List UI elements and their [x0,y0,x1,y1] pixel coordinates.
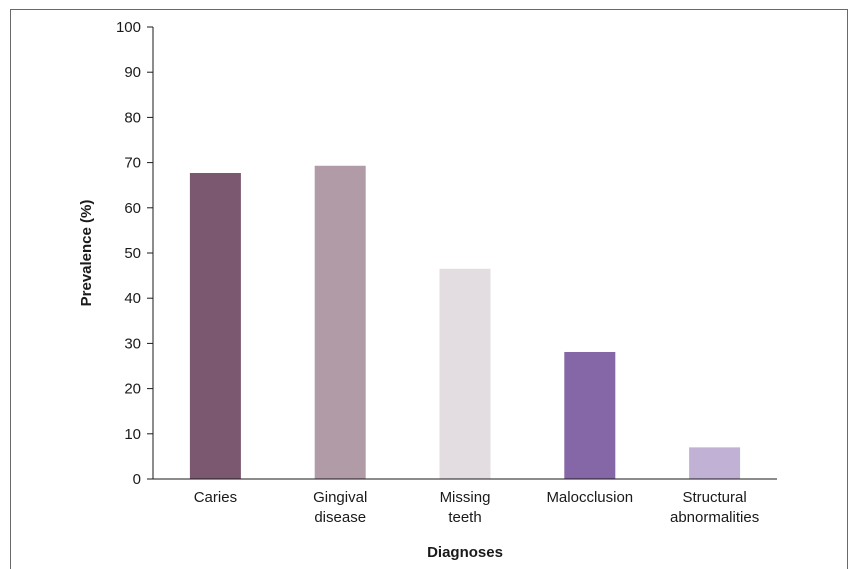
y-axis: 0 10 20 30 40 50 60 70 80 90 100 [116,19,154,488]
bar [314,165,366,479]
bars [189,165,741,479]
x-tick-label: Gingival disease [313,489,367,526]
bar [564,351,616,479]
x-axis-title: Diagnoses [427,544,503,561]
y-tick-label: 100 [116,19,141,36]
y-tick-label: 50 [124,245,141,262]
x-tick-label: Caries [194,489,237,506]
y-tick-label: 30 [124,335,141,352]
y-tick-label: 10 [124,426,141,443]
chart-frame [10,9,848,569]
y-tick-label: 40 [124,290,141,307]
y-tick-label: 80 [124,109,141,126]
x-tick-label: Missing teeth [440,489,491,526]
y-tick-label: 60 [124,200,141,217]
bar [689,447,741,479]
y-tick-label: 0 [133,471,141,488]
y-tick-label: 70 [124,155,141,172]
bar [439,268,491,479]
y-axis-title: Prevalence (%) [78,200,95,307]
x-tick-label: Malocclusion [546,489,633,506]
y-tick-label: 20 [124,381,141,398]
bar [189,172,241,479]
x-tick-label: Structural abnormalities [670,489,759,526]
y-tick-label: 90 [124,64,141,81]
x-axis: Caries Gingival disease Missing teeth Maloccl… [153,478,777,526]
